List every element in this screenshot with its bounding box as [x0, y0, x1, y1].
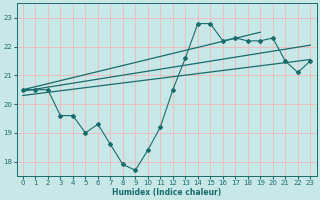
X-axis label: Humidex (Indice chaleur): Humidex (Indice chaleur) [112, 188, 221, 197]
